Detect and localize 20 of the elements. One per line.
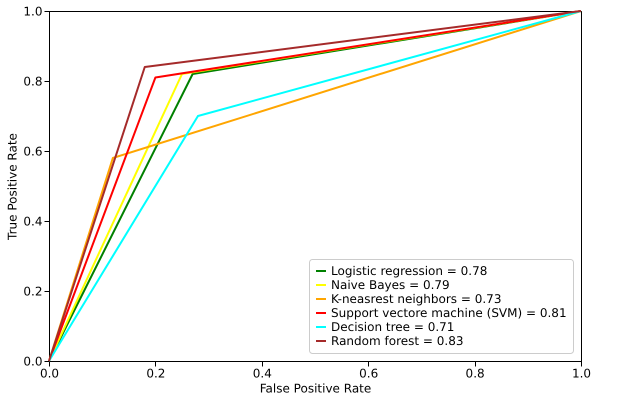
y-tick-label: 0.2 [23,284,42,298]
x-tick-label: 0.4 [252,366,272,380]
legend-label: Naive Bayes = 0.79 [331,278,450,292]
legend-label: Logistic regression = 0.78 [331,264,488,278]
y-tick-label: 0.8 [23,74,42,88]
x-tick-label: 0.6 [359,366,378,380]
legend-label: K-neasrest neighbors = 0.73 [331,292,502,306]
legend-label: Random forest = 0.83 [331,334,464,348]
x-tick-label: 0.2 [146,366,166,380]
x-tick-label: 0.0 [40,366,60,380]
x-tick-label: 0.8 [466,366,485,380]
y-tick-label: 1.0 [23,4,42,18]
legend-label: Decision tree = 0.71 [331,320,454,334]
y-tick-label: 0.6 [23,144,42,158]
y-axis-title: True Positive Rate [5,133,20,241]
x-tick-label: 1.0 [572,366,592,380]
x-axis-title: False Positive Rate [260,382,372,396]
y-tick-label: 0.4 [23,214,42,228]
legend-label: Support vectore machine (SVM) = 0.81 [331,306,567,320]
y-tick-label: 0.0 [23,354,42,368]
